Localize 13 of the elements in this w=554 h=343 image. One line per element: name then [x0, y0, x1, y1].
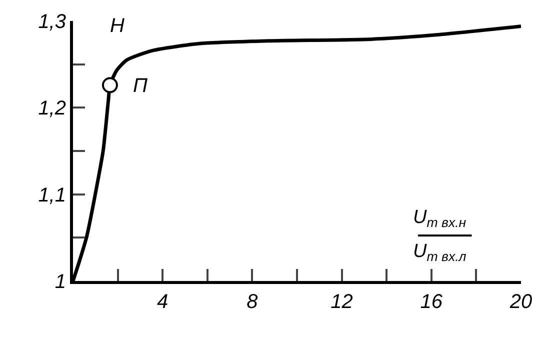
y-tick-label: 1,1 [38, 184, 66, 206]
y-tick-label: 1 [54, 271, 66, 293]
x-tick-label: 8 [246, 291, 258, 313]
x-tick-label: 16 [420, 291, 444, 313]
x-tick-label: 4 [157, 291, 168, 313]
y-tick-label: 1,2 [38, 98, 66, 120]
annotation: U$_{m вх.л}$ [413, 241, 467, 264]
x-tick-label: 12 [330, 291, 353, 313]
annotation: Н [110, 15, 125, 37]
annotation: U$_{m вх.н}$ [413, 207, 467, 230]
x-tick-label: 20 [508, 291, 532, 313]
annotation: П [133, 75, 148, 97]
y-tick-label: 1,3 [38, 11, 66, 33]
